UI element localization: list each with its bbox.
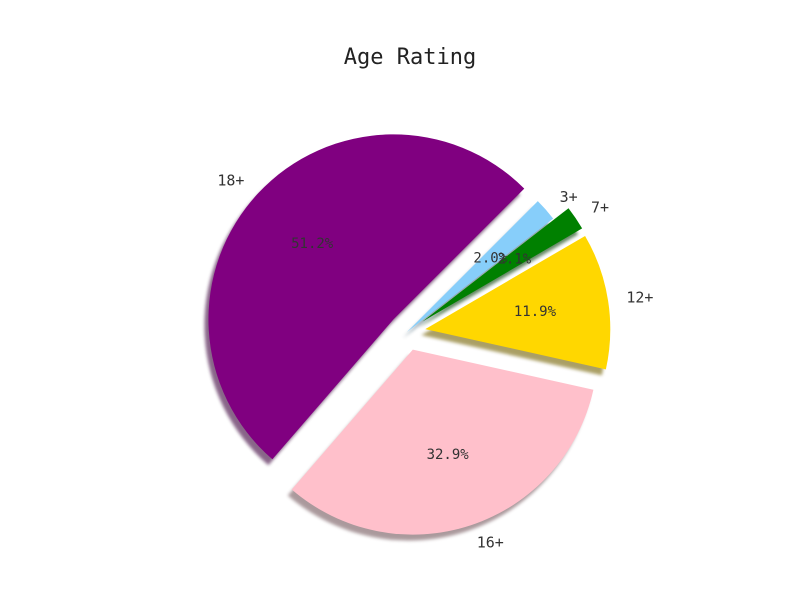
slice-percent-3-plus: 2.0% [473,251,507,267]
slice-3-plus [407,201,554,332]
slice-label-18-plus: 18+ [217,171,244,189]
slice-label-3-plus: 3+ [560,188,578,206]
slice-label-7-plus: 7+ [591,198,609,216]
slice-18-plus [208,134,525,460]
slice-12-plus [425,235,611,370]
slice-percent-7-plus: 2.1% [497,252,531,268]
slice-percent-12-plus: 11.9% [514,304,557,320]
slice-percent-16-plus: 32.9% [427,447,470,463]
slice-percent-labels: 51.2% 32.9% 11.9% 2.1%2.0% [291,236,556,463]
slice-label-16-plus: 16+ [477,533,504,551]
slice-7-plus [422,208,583,322]
slice-labels: 18+ 16+ 12+ 7+ 3+ [217,171,653,551]
pie-slices [208,134,611,535]
slice-percent-18-plus: 51.2% [291,236,334,252]
slice-16-plus [291,349,594,535]
chart-title: Age Rating [344,45,476,70]
slice-label-12-plus: 12+ [626,288,653,306]
